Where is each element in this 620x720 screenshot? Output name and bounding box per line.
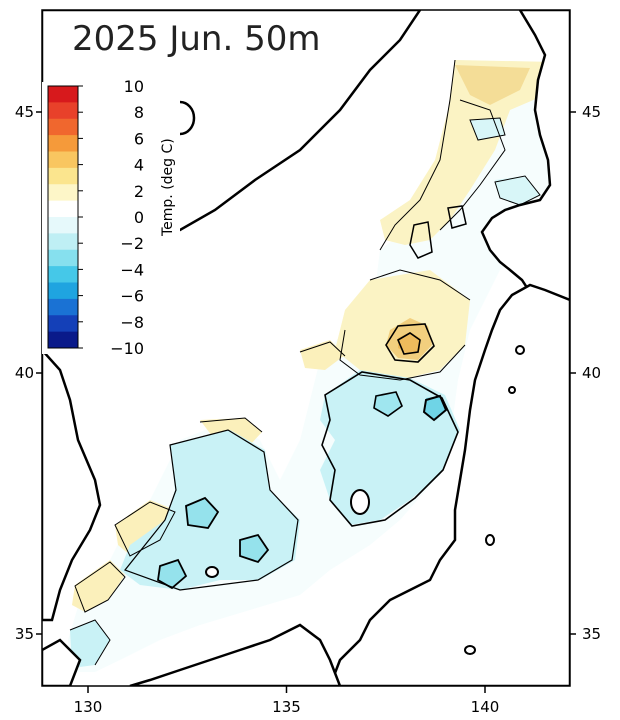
- colorbar-tick-label: −2: [120, 234, 144, 253]
- colorbar-swatch: [48, 233, 78, 251]
- colorbar-swatch: [48, 249, 78, 267]
- field-warm-north: [380, 60, 555, 245]
- colorbar-tick-label: 6: [134, 129, 144, 148]
- colorbar-tick-label: 0: [134, 208, 144, 227]
- coast-korea: [42, 348, 102, 622]
- field-warm-north-core: [455, 65, 530, 105]
- island-sado: [350, 489, 370, 515]
- field-warm-noto: [300, 340, 345, 370]
- x-tick-label: 130: [74, 698, 103, 716]
- colorbar-tick-label: −6: [120, 287, 144, 306]
- colorbar-tick-label: 2: [134, 182, 144, 201]
- island-sm1: [515, 345, 525, 355]
- colorbar-swatch: [48, 331, 78, 349]
- island-sm3: [485, 534, 495, 546]
- colorbar-swatch: [48, 298, 78, 316]
- colorbar-swatches: [48, 86, 78, 349]
- coast-honshu: [328, 283, 570, 686]
- colorbar: 10 8 6 4 2 0 −2 −4 −6 −8 −10 Temp. (deg C): [42, 77, 180, 358]
- colorbar-swatch: [48, 266, 78, 283]
- colorbar-swatch: [48, 167, 78, 185]
- colorbar-swatch: [48, 118, 78, 136]
- colorbar-tick-labels: 10 8 6 4 2 0 −2 −4 −6 −8 −10: [78, 77, 144, 358]
- colorbar-tick-label: −4: [120, 260, 144, 279]
- colorbar-swatch: [48, 282, 78, 300]
- field-cold-north: [470, 118, 505, 140]
- y-tick-label-right: 45: [582, 103, 601, 121]
- colorbar-tick-label: 10: [124, 77, 144, 96]
- field-warm-sw2: [72, 560, 125, 612]
- colorbar-tick-label: 4: [134, 156, 144, 175]
- colorbar-swatch: [48, 135, 78, 152]
- colorbar-swatch: [48, 315, 78, 333]
- island-sm2: [508, 386, 516, 394]
- colorbar-swatch: [48, 217, 78, 234]
- colorbar-tick-label: −10: [110, 339, 144, 358]
- field-cold-north2: [495, 176, 540, 205]
- island-sm4: [464, 645, 476, 655]
- coast-kyushu: [42, 638, 82, 686]
- colorbar-tick-label: 8: [134, 103, 144, 122]
- colorbar-swatch: [48, 184, 78, 202]
- x-tick-label: 135: [272, 698, 301, 716]
- colorbar-swatch: [48, 86, 78, 103]
- y-tick-label-left: 40: [15, 364, 34, 382]
- colorbar-tick-label: −8: [120, 313, 144, 332]
- map-title: 2025 Jun. 50m: [72, 19, 320, 59]
- y-tick-label-right: 35: [582, 625, 601, 643]
- contour-lines: [69, 59, 541, 666]
- island-oki: [205, 566, 219, 578]
- colorbar-swatch: [48, 200, 78, 218]
- colorbar-swatch: [48, 102, 78, 120]
- colorbar-unit-label: Temp. (deg C): [160, 138, 176, 237]
- field-cold-west-core2: [240, 535, 268, 562]
- y-tick-label-left: 45: [15, 103, 34, 121]
- colorbar-swatch: [48, 151, 78, 169]
- x-axis-ticks: 130 135 140: [74, 686, 500, 716]
- field-warm-sw: [115, 500, 175, 555]
- y-tick-label-left: 35: [15, 625, 34, 643]
- field-cold-west-core: [185, 498, 218, 528]
- x-tick-label: 140: [471, 698, 500, 716]
- map-content: [68, 59, 560, 672]
- coast-west-honshu: [129, 623, 342, 686]
- y-tick-label-right: 40: [582, 364, 601, 382]
